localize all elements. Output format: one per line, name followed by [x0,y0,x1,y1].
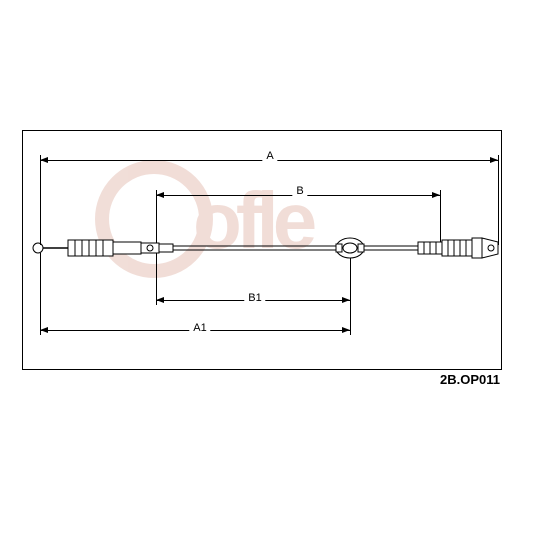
part-code: 2B.OP011 [440,372,500,387]
cable-assembly [0,0,540,540]
